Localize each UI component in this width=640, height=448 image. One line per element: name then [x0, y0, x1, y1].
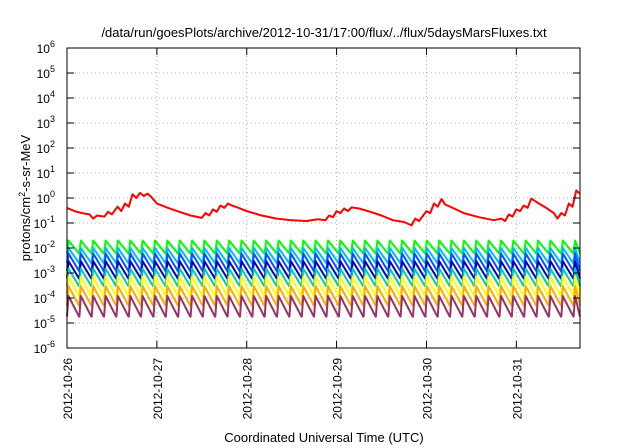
y-tick-label: 106	[37, 39, 55, 56]
y-tick-label: 101	[37, 164, 55, 181]
series-line	[66, 285, 581, 307]
y-tick-label-exponent: 0	[50, 189, 55, 199]
y-tick-label-exponent: -3	[47, 264, 55, 274]
x-axis-label: Coordinated Universal Time (UTC)	[224, 430, 423, 445]
y-tick-label: 103	[37, 114, 55, 131]
y-axis-label-exponent: 2	[17, 192, 27, 197]
y-tick-label-base: 10	[34, 267, 48, 281]
y-tick-label-base: 10	[34, 217, 48, 231]
grid-lines	[67, 48, 580, 348]
x-tick-label: 2012-10-26	[61, 358, 75, 420]
data-series	[66, 189, 581, 318]
series-line	[66, 295, 581, 318]
y-tick-label-base: 10	[37, 42, 51, 56]
y-tick-label-base: 10	[34, 292, 48, 306]
y-tick-label-base: 10	[37, 142, 51, 156]
x-tick-label: 2012-10-27	[151, 358, 165, 420]
x-tick-label: 2012-10-30	[420, 358, 434, 420]
x-tick-label: 2012-10-28	[241, 358, 255, 420]
y-tick-label-base: 10	[37, 192, 51, 206]
y-tick-label-base: 10	[37, 117, 51, 131]
y-axis-label-base: protons/cm	[18, 197, 33, 261]
y-tick-label-exponent: 1	[50, 164, 55, 174]
y-tick-label-exponent: -2	[47, 239, 55, 249]
x-axis: 2012-10-26 2012-10-27 2012-10-28 2012-10-29…	[61, 48, 524, 419]
y-tick-label-exponent: 2	[50, 139, 55, 149]
y-tick-label-base: 10	[34, 342, 48, 356]
y-tick-label-exponent: -6	[47, 339, 55, 349]
series-line	[66, 239, 581, 255]
y-tick-label: 100	[37, 189, 55, 206]
y-tick-label-base: 10	[37, 92, 51, 106]
x-tick-label: 2012-10-29	[331, 358, 345, 420]
chart-title: /data/run/goesPlots/archive/2012-10-31/1…	[101, 25, 547, 40]
y-tick-label-base: 10	[34, 242, 48, 256]
y-tick-label-base: 10	[34, 317, 48, 331]
y-tick-label: 10-1	[34, 214, 55, 231]
series-line	[66, 275, 581, 297]
y-tick-label-exponent: 5	[50, 64, 55, 74]
y-tick-label-exponent: -5	[47, 314, 55, 324]
y-axis-label: protons/cm2-s-sr-MeV	[17, 134, 33, 261]
x-tick-label: 2012-10-31	[510, 358, 524, 420]
series-line	[66, 189, 581, 227]
y-tick-label-exponent: 4	[50, 89, 55, 99]
y-axis: 10-610-510-410-310-210-11001011021031041…	[34, 39, 580, 356]
y-tick-label: 10-2	[34, 239, 55, 256]
y-tick-label: 10-3	[34, 264, 55, 281]
y-tick-label: 10-4	[34, 289, 55, 306]
y-tick-label: 105	[37, 64, 55, 81]
y-tick-label-exponent: 3	[50, 114, 55, 124]
y-axis-label-rest: -s-sr-MeV	[18, 134, 33, 191]
y-tick-label-exponent: 6	[50, 39, 55, 49]
y-tick-label-exponent: -1	[47, 214, 55, 224]
y-tick-label: 104	[37, 89, 55, 106]
y-tick-label-exponent: -4	[47, 289, 55, 299]
y-tick-label: 10-5	[34, 314, 55, 331]
y-tick-label-base: 10	[37, 167, 51, 181]
y-tick-label: 10-6	[34, 339, 55, 356]
y-tick-label-base: 10	[37, 67, 51, 81]
y-tick-label: 102	[37, 139, 55, 156]
